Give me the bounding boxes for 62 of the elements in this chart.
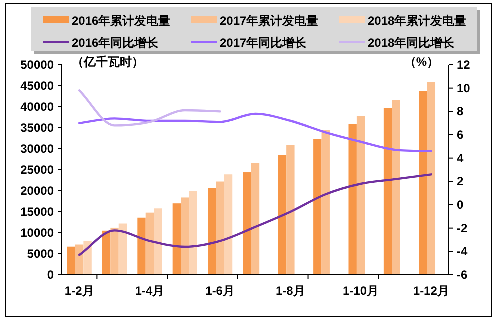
y-tick-label: 10000	[20, 226, 54, 240]
bar	[243, 172, 252, 275]
bar	[427, 82, 436, 275]
y-tick-label: 30000	[20, 142, 54, 156]
bar	[75, 244, 84, 275]
y-tick-label: 25000	[20, 163, 54, 177]
y-tick-label: 5000	[27, 247, 54, 261]
legend-label: 2017年累计发电量	[220, 14, 319, 28]
legend-label: 2016年同比增长	[72, 36, 160, 50]
y2-tick-label: 10	[457, 81, 471, 96]
y2-tick-label: 0	[457, 198, 464, 212]
y-tick-label: 45000	[20, 79, 54, 93]
y2-tick-label: 6	[457, 128, 464, 142]
y2-tick-label: 4	[457, 151, 464, 166]
legend-label: 2016年累计发电量	[72, 14, 171, 28]
bar	[189, 191, 198, 275]
bar	[348, 124, 357, 275]
y2-tick-label: 2	[457, 174, 464, 189]
bar	[118, 224, 128, 275]
x-tick-label: 1-12月	[413, 284, 450, 298]
bar	[154, 208, 162, 275]
bar	[172, 204, 182, 275]
bar	[181, 198, 190, 275]
legend-label: 2017年同比增长	[220, 36, 308, 50]
bar	[67, 246, 76, 275]
x-tick-label: 1-4月	[135, 284, 165, 298]
y2-axis-title: （%）	[404, 55, 439, 69]
bar	[392, 100, 400, 275]
y-tick-label: 40000	[20, 100, 54, 114]
bar	[278, 155, 287, 275]
y-tick-label: 20000	[20, 184, 54, 198]
y-tick-label: 35000	[20, 121, 54, 135]
bar	[314, 139, 322, 275]
bar	[419, 91, 428, 275]
bar	[224, 174, 233, 275]
bar	[110, 228, 119, 275]
bar	[102, 230, 111, 275]
y2-tick-label: -2	[457, 221, 468, 236]
y-axis-title: （亿千瓦时）	[72, 55, 144, 69]
bar	[356, 116, 366, 275]
y2-tick-label: -6	[457, 268, 468, 282]
legend-label: 2018年累计发电量	[368, 14, 467, 28]
bar	[84, 240, 92, 275]
x-tick-label: 1-6月	[206, 284, 235, 298]
bar	[138, 218, 146, 275]
bar	[286, 145, 295, 275]
x-tick-label: 1-8月	[276, 284, 306, 298]
y2-tick-label: 12	[457, 58, 471, 72]
bar	[322, 130, 330, 275]
y2-tick-label: 8	[457, 104, 464, 119]
bar	[146, 212, 154, 275]
bar	[384, 108, 392, 275]
y-tick-label: 0	[47, 268, 54, 282]
y-tick-label: 50000	[20, 58, 54, 72]
x-tick-label: 1-2月	[64, 284, 94, 298]
legend-label: 2018年同比增长	[368, 36, 456, 50]
bar	[216, 182, 224, 275]
y-tick-label: 15000	[20, 205, 54, 219]
bar	[208, 188, 216, 275]
bar	[251, 163, 260, 275]
x-tick-label: 1-10月	[343, 284, 380, 298]
y2-tick-label: -4	[457, 244, 468, 259]
